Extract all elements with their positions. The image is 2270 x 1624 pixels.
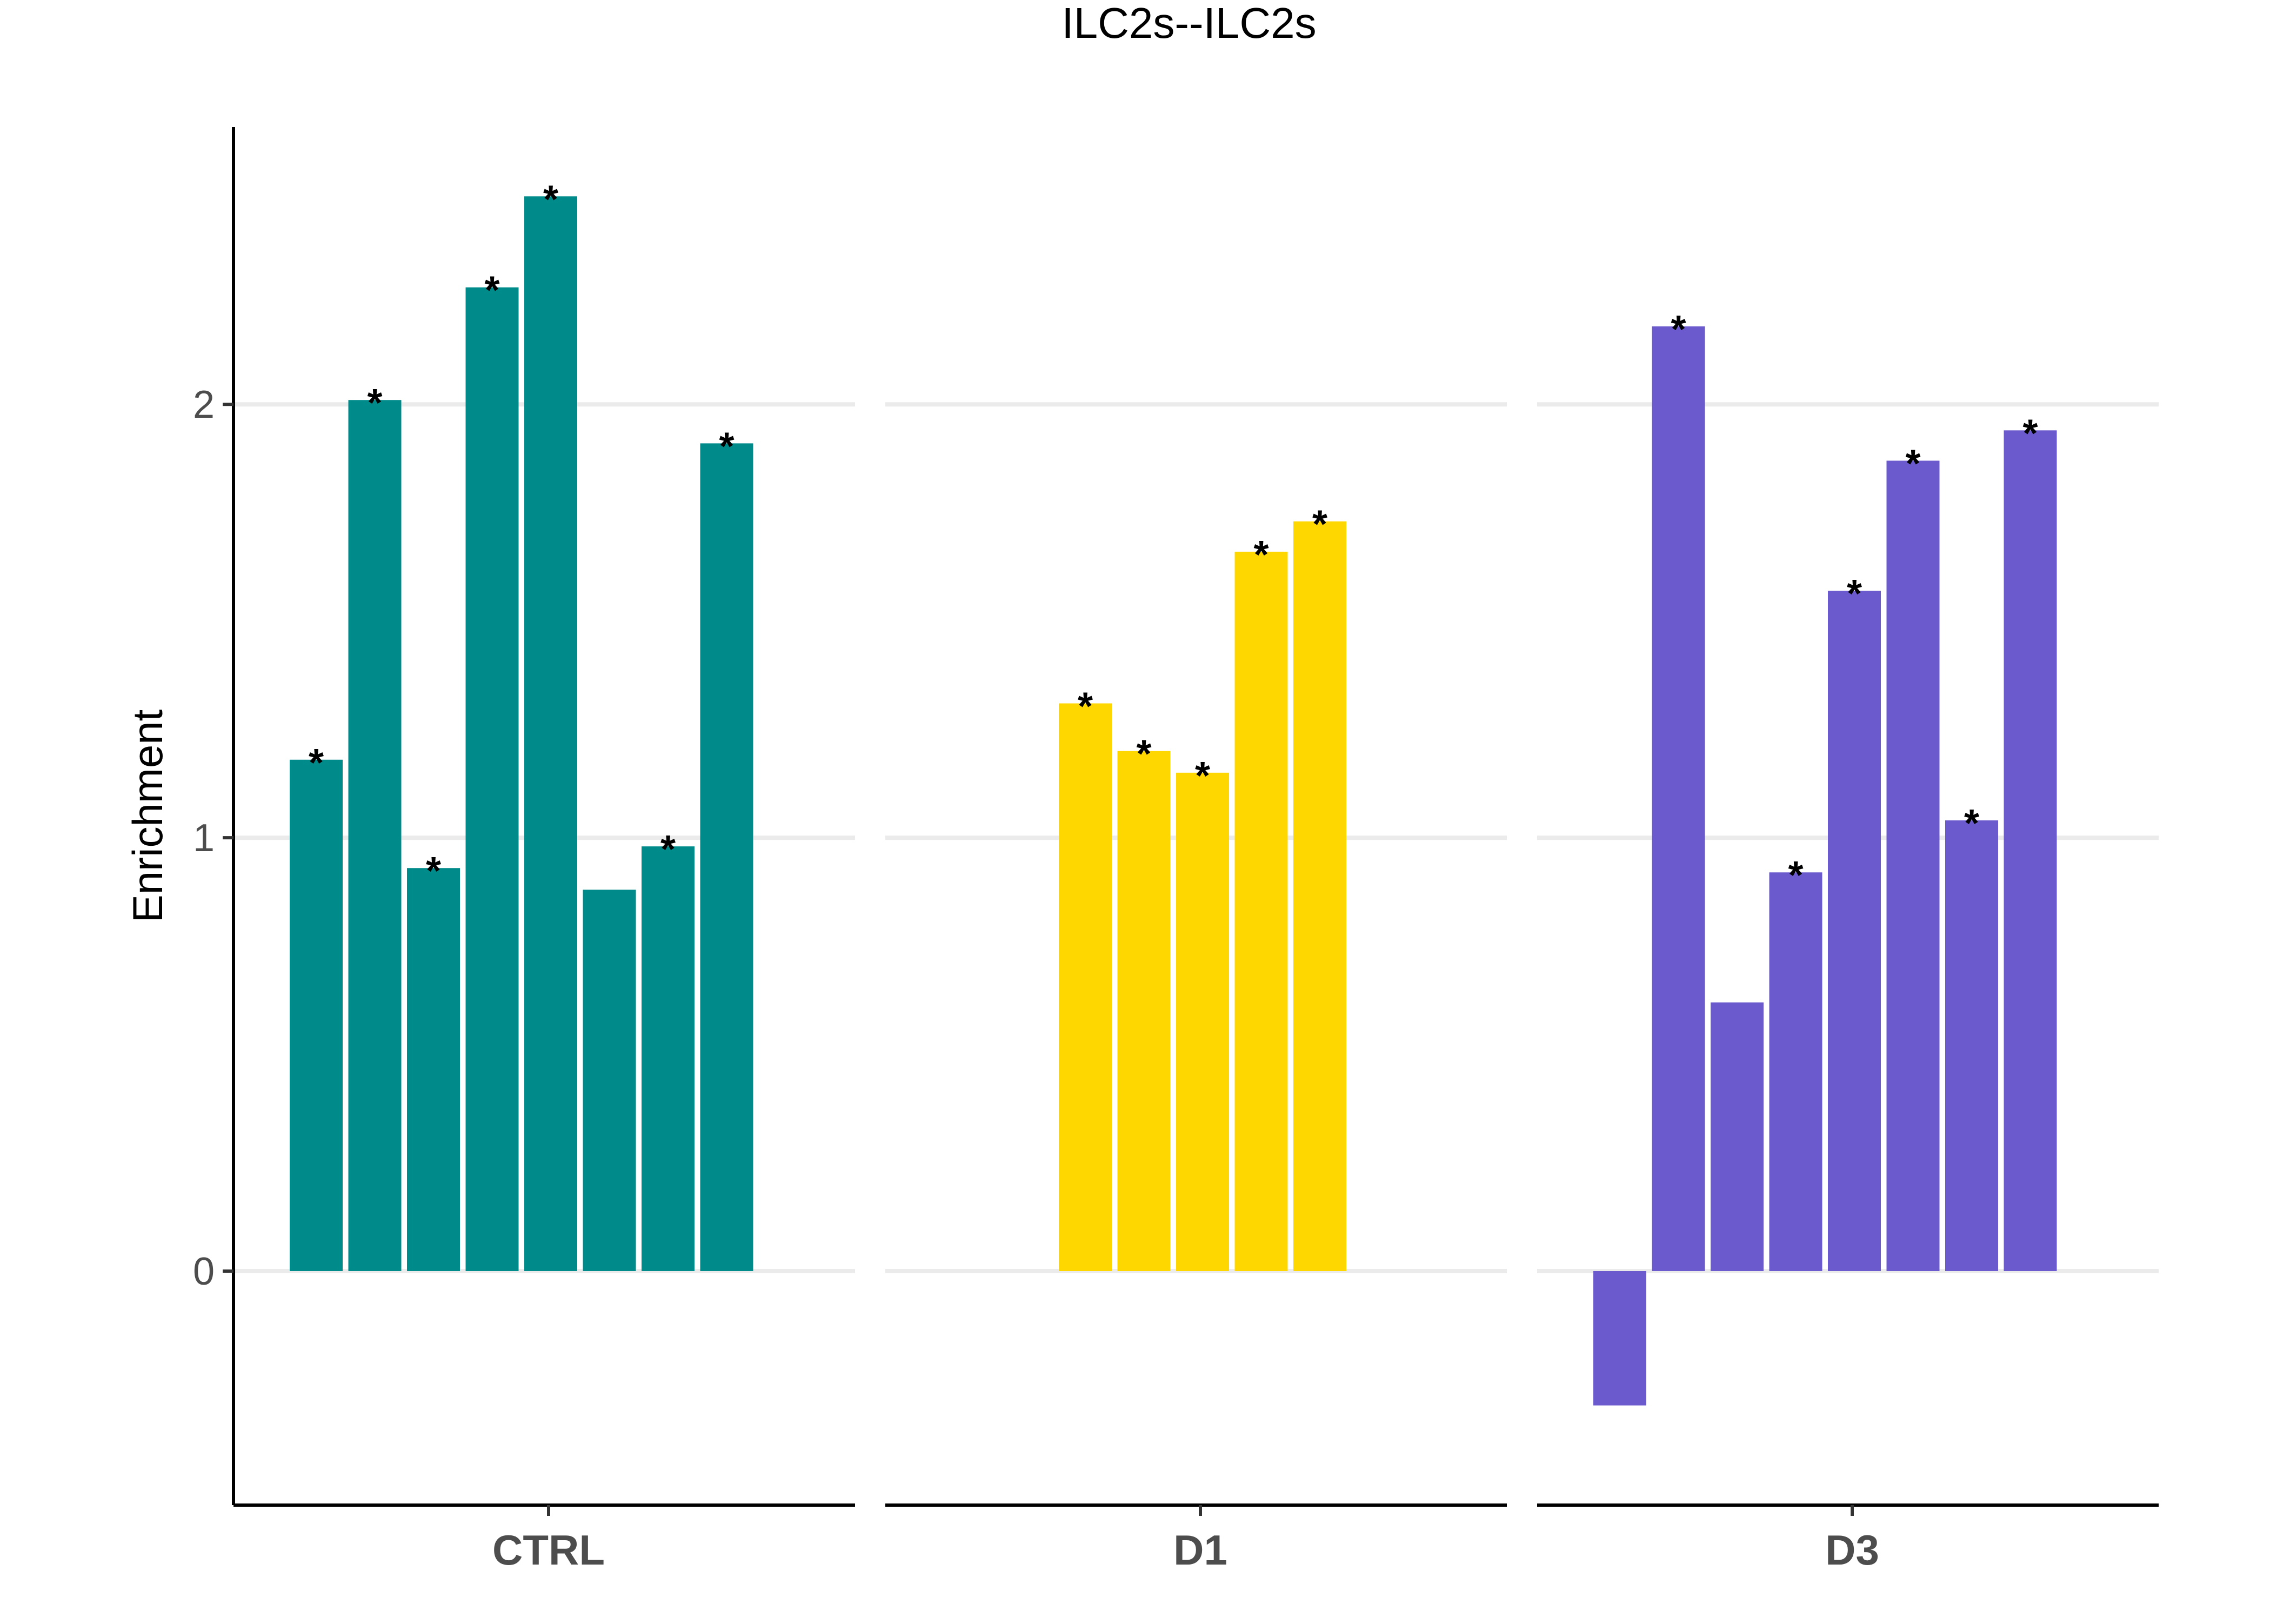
facet-label: D1 [1173, 1526, 1227, 1574]
chart-title: ILC2s--ILC2s [1061, 0, 1316, 47]
significance-marker: * [1312, 503, 1327, 546]
bar [290, 759, 343, 1271]
bar [1117, 751, 1171, 1271]
bar [465, 287, 519, 1271]
facet-label: CTRL [492, 1526, 605, 1574]
significance-marker: * [1136, 733, 1151, 776]
y-axis: 0 1 2 [193, 127, 235, 1505]
y-axis-label: Enrichment [124, 709, 171, 923]
bar [700, 443, 753, 1271]
bar [1711, 1002, 1764, 1271]
bar [1886, 460, 1940, 1271]
panel-d1: * * * * * D1 [885, 402, 1507, 1574]
panel-ctrl: * * * * * * * CTRL [233, 178, 855, 1574]
facet-label: D3 [1825, 1526, 1879, 1574]
bar [642, 846, 695, 1271]
bar [1652, 326, 1705, 1271]
bar [1293, 521, 1346, 1271]
significance-marker: * [484, 269, 499, 312]
y-tick-label: 1 [193, 817, 215, 860]
significance-marker: * [1253, 533, 1268, 577]
bar [1769, 872, 1822, 1271]
bar [524, 196, 577, 1271]
significance-marker: * [1078, 685, 1093, 729]
bar [1593, 1271, 1646, 1406]
y-tick-label: 2 [193, 383, 215, 426]
bar [407, 868, 460, 1271]
significance-marker: * [309, 741, 324, 785]
significance-marker: * [660, 828, 676, 871]
significance-marker: * [719, 425, 734, 468]
significance-marker: * [1195, 754, 1210, 798]
y-tick-label: 0 [193, 1250, 215, 1293]
bar [1234, 551, 1288, 1271]
plot-area: * * * * * * * CTRL * * * * * D1 * * * * * * D3 0 1 2 [193, 127, 2159, 1574]
bar [1828, 591, 1881, 1271]
bar [1176, 772, 1229, 1271]
significance-marker: * [543, 178, 558, 221]
bar [583, 890, 636, 1271]
bar [1059, 703, 1112, 1271]
significance-marker: * [426, 850, 441, 893]
significance-marker: * [1964, 802, 1979, 845]
significance-marker: * [367, 382, 382, 425]
significance-marker: * [1788, 854, 1803, 897]
significance-marker: * [1905, 442, 1920, 485]
bar [2004, 430, 2057, 1271]
significance-marker: * [2022, 412, 2038, 455]
panel-d3: * * * * * * D3 [1537, 308, 2159, 1574]
significance-marker: * [1847, 572, 1862, 616]
bar [1945, 820, 1998, 1271]
bar [348, 400, 402, 1271]
significance-marker: * [1671, 308, 1686, 351]
